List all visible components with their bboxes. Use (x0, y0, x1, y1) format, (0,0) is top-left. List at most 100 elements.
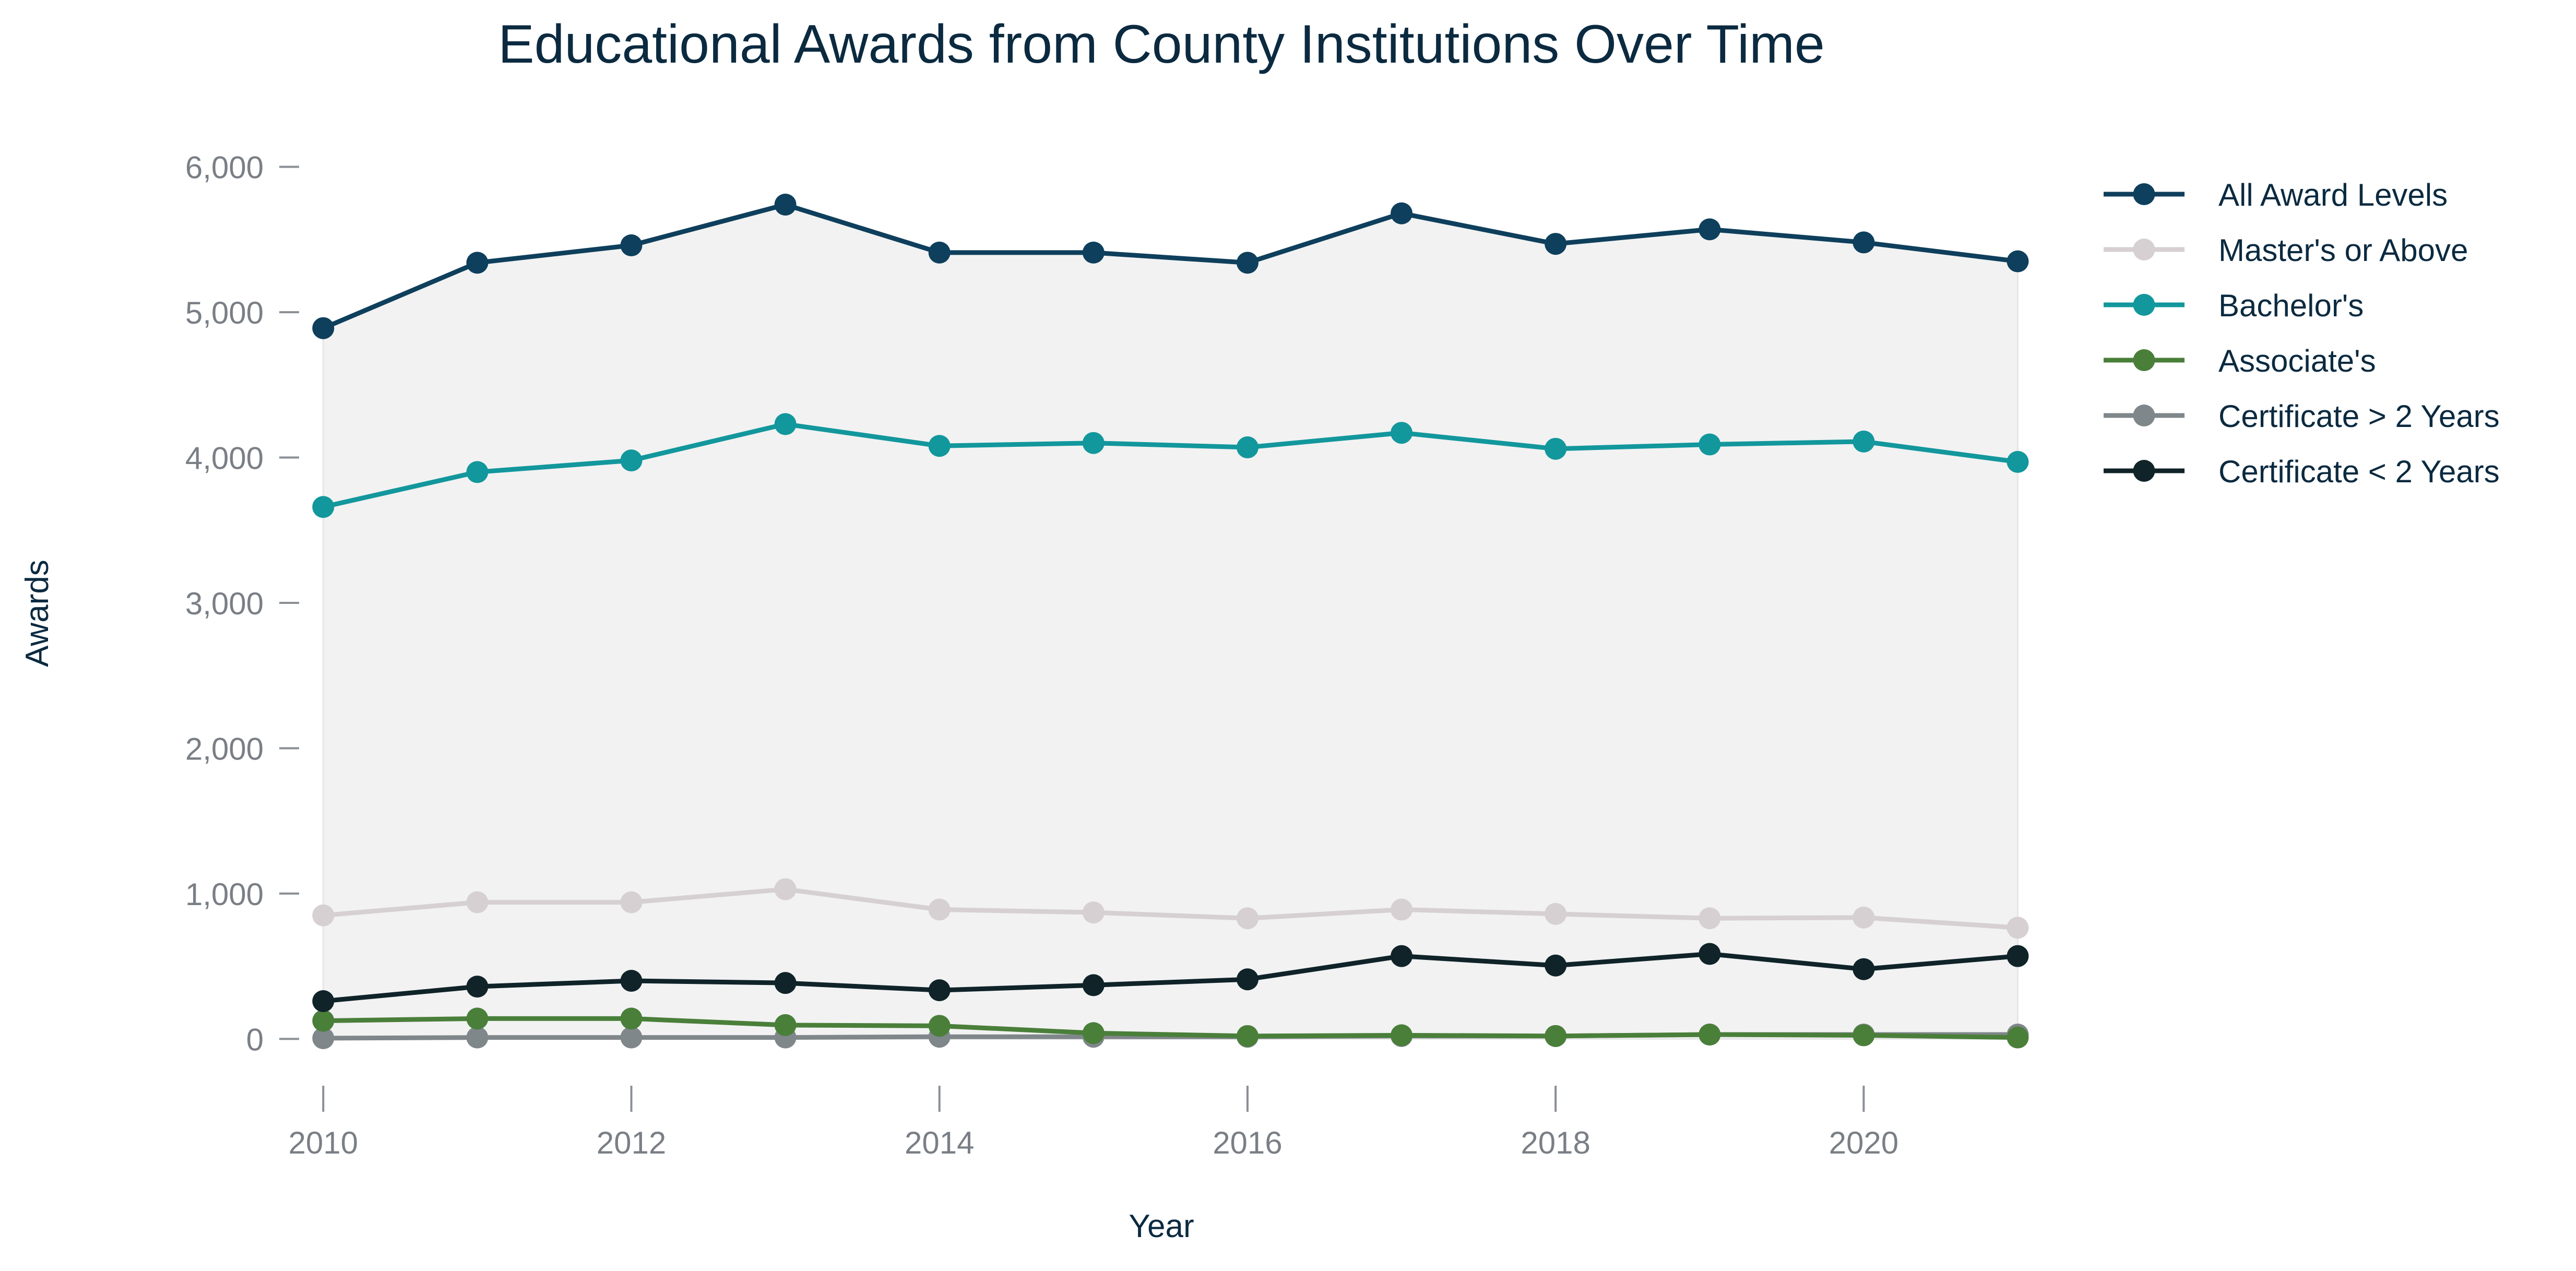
data-point (1082, 432, 1105, 454)
data-point (2007, 1026, 2029, 1049)
data-point (1699, 433, 1721, 456)
data-point (928, 241, 951, 264)
legend-marker (2133, 349, 2155, 371)
data-point (1391, 422, 1413, 444)
legend-label: Bachelor's (2218, 288, 2364, 323)
y-axis: 0 1,000 2,000 3,000 4,000 5,000 6,000 (185, 150, 299, 1057)
data-point (774, 878, 797, 900)
y-tick-label: 2,000 (185, 731, 264, 766)
data-point (1391, 898, 1413, 921)
series-line (323, 887, 2018, 930)
data-point (1391, 945, 1413, 967)
data-point (312, 317, 335, 339)
data-point (620, 1026, 643, 1049)
x-tick-label: 2018 (1521, 1125, 1590, 1160)
x-tick-label: 2014 (905, 1125, 974, 1160)
data-point (1236, 1025, 1259, 1047)
data-point (312, 1009, 335, 1032)
x-tick-label: 2016 (1213, 1125, 1282, 1160)
x-tick-label: 2012 (597, 1125, 666, 1160)
legend-marker (2133, 405, 2155, 426)
series-line (323, 951, 2018, 1004)
data-point (1699, 218, 1721, 241)
series-associate-s (312, 1007, 2029, 1049)
legend-entry: Master's or Above (2104, 233, 2468, 268)
legend-entry: All Award Levels (2104, 177, 2448, 212)
series-line (323, 421, 2019, 509)
series-line (322, 202, 2019, 330)
data-point (466, 976, 489, 998)
y-tick-label: 3,000 (185, 586, 264, 621)
legend-label: Certificate < 2 Years (2218, 454, 2500, 489)
y-tick-label: 5,000 (185, 295, 264, 330)
data-point (620, 1007, 643, 1030)
data-point (466, 252, 489, 274)
series-all-award-levels (312, 194, 2029, 339)
legend-marker (2133, 294, 2155, 316)
data-point (1545, 954, 1567, 977)
series-certificate-2-years (312, 943, 2029, 1012)
data-point (1082, 1022, 1105, 1044)
data-point (1236, 252, 1259, 274)
data-point (1545, 437, 1567, 460)
data-point (1236, 436, 1259, 459)
legend-entry: Bachelor's (2104, 288, 2364, 323)
legend-label: Master's or Above (2218, 233, 2468, 268)
data-point (1853, 430, 1875, 453)
data-point (1853, 231, 1875, 254)
data-point (1545, 233, 1567, 255)
legend-marker (2133, 183, 2155, 205)
data-point (1391, 202, 1413, 224)
data-point (1545, 1025, 1567, 1047)
data-point (928, 979, 951, 1002)
y-axis-label: Awards (19, 560, 55, 667)
data-point (620, 449, 643, 472)
data-point (1699, 907, 1721, 930)
data-point (1545, 902, 1567, 925)
data-point (774, 972, 797, 994)
x-tick-label: 2020 (1829, 1125, 1898, 1160)
series-line (323, 1016, 2018, 1040)
data-point (312, 496, 335, 518)
data-point (2007, 917, 2029, 939)
data-point (312, 1027, 335, 1049)
data-point (774, 1014, 797, 1036)
data-point (466, 1007, 489, 1030)
data-point (928, 435, 951, 457)
series-master-s-or-above (312, 878, 2029, 939)
data-point (928, 1015, 951, 1037)
y-tick-label: 6,000 (185, 150, 264, 185)
data-point (1082, 241, 1105, 264)
chart-title: Educational Awards from County Instituti… (498, 14, 1824, 75)
y-tick-label: 4,000 (185, 441, 264, 476)
legend-marker (2133, 239, 2155, 260)
data-point (1391, 1024, 1413, 1047)
data-point (2007, 450, 2029, 473)
data-point (466, 891, 489, 913)
data-point (2007, 945, 2029, 967)
data-point (620, 234, 643, 256)
data-point (2007, 250, 2029, 272)
data-point (1699, 1024, 1721, 1046)
data-point (1082, 974, 1105, 996)
legend-marker (2133, 460, 2155, 482)
legend-entry: Associate's (2104, 343, 2376, 378)
data-point (774, 194, 797, 216)
data-point (1236, 907, 1259, 930)
data-point (312, 990, 335, 1012)
series-bachelor-s (312, 413, 2029, 518)
y-tick-label: 0 (246, 1022, 264, 1057)
data-point (466, 1026, 489, 1049)
data-point (620, 970, 643, 992)
x-tick-label: 2010 (289, 1125, 358, 1160)
legend: All Award Levels Master's or Above Bachelo… (2104, 177, 2500, 489)
x-axis: 2010 2012 2014 2016 2018 2020 (289, 1086, 1898, 1160)
data-point (1853, 958, 1875, 980)
legend-entry: Certificate > 2 Years (2104, 399, 2500, 434)
data-point (1236, 968, 1259, 991)
data-point (466, 461, 489, 483)
legend-entry: Certificate < 2 Years (2104, 454, 2500, 489)
legend-label: All Award Levels (2218, 177, 2448, 212)
data-point (1082, 901, 1105, 924)
